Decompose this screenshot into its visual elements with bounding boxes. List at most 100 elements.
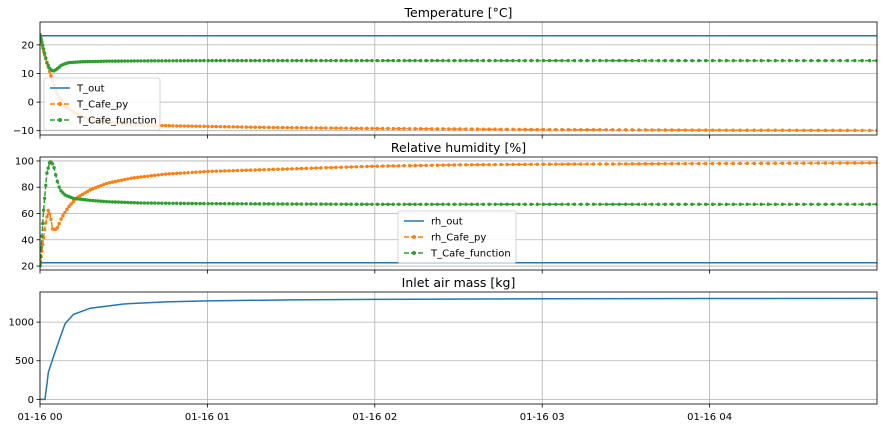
data-point: [511, 58, 515, 63]
data-point: [329, 126, 333, 130]
data-point: [102, 182, 106, 187]
data-point: [572, 127, 577, 132]
data-point: [365, 126, 369, 131]
data-point: [475, 202, 480, 207]
data-point: [517, 202, 521, 207]
data-point: [202, 58, 206, 63]
data-point: [724, 161, 729, 166]
data-point: [787, 161, 792, 165]
data-point: [182, 171, 187, 175]
data-point: [435, 58, 440, 63]
data-point: [875, 58, 877, 63]
data-point: [380, 58, 385, 63]
data-point: [475, 58, 480, 63]
data-point: [458, 127, 462, 131]
data-point: [738, 58, 742, 63]
data-point: [142, 201, 147, 205]
data-point: [44, 221, 48, 225]
data-point: [370, 126, 374, 131]
data-point: [52, 166, 56, 170]
data-point: [867, 202, 872, 207]
data-point: [794, 202, 799, 207]
data-point: [186, 124, 190, 128]
data-point: [823, 161, 828, 165]
data-point: [464, 163, 468, 167]
data-point: [656, 202, 661, 207]
data-point: [663, 58, 667, 63]
data-point: [816, 128, 820, 133]
data-point: [867, 58, 872, 63]
data-point: [248, 125, 253, 129]
data-point: [160, 201, 164, 205]
data-point: [198, 58, 202, 63]
data-point: [773, 202, 777, 207]
data-point: [407, 58, 412, 63]
data-point: [823, 202, 828, 207]
data-point: [299, 126, 304, 130]
data-point: [697, 128, 701, 132]
data-point: [418, 127, 423, 131]
data-point: [845, 128, 850, 133]
data-point: [107, 200, 112, 204]
data-point: [780, 128, 785, 132]
data-point: [780, 58, 785, 63]
data-point: [262, 58, 266, 63]
data-point: [441, 58, 445, 63]
data-point: [339, 58, 343, 63]
data-point: [222, 169, 227, 173]
data-point: [41, 43, 45, 47]
data-point: [198, 170, 202, 174]
data-point: [517, 162, 521, 167]
data-point: [214, 124, 219, 129]
data-point: [745, 161, 749, 166]
data-point: [210, 201, 214, 206]
data-point: [244, 168, 248, 172]
data-point: [324, 202, 328, 206]
data-point: [424, 163, 428, 168]
legend-label: T_Cafe_function: [430, 249, 511, 260]
data-point: [46, 63, 50, 67]
data-point: [227, 58, 231, 63]
series-markers-t-cafe-function: [40, 160, 877, 268]
data-point: [637, 128, 641, 132]
data-point: [231, 168, 235, 173]
data-point: [324, 58, 328, 63]
data-point: [598, 58, 602, 63]
data-point: [413, 163, 417, 168]
data-point: [493, 202, 497, 207]
legend-marker: [58, 102, 62, 106]
data-point: [171, 171, 175, 176]
legend-label: T_Cafe_function: [76, 116, 157, 127]
data-point: [344, 58, 348, 63]
data-point: [391, 164, 396, 168]
data-point: [637, 58, 641, 63]
data-point: [663, 128, 667, 132]
data-point: [572, 162, 577, 166]
data-point: [314, 58, 318, 63]
data-point: [42, 227, 47, 232]
legend: rh_out rh_Cafe_py T_Cafe_function: [397, 210, 517, 264]
data-point: [116, 179, 121, 183]
data-point: [731, 128, 735, 132]
data-point: [104, 199, 109, 204]
data-point: [738, 128, 742, 132]
series-line-series: [40, 297, 877, 401]
data-point: [113, 59, 118, 63]
data-point: [469, 202, 474, 207]
data-point: [683, 58, 688, 63]
data-point: [604, 162, 608, 166]
data-point: [704, 128, 708, 132]
data-point: [487, 202, 491, 207]
data-point: [202, 201, 206, 206]
legend-label: T_out: [76, 84, 105, 95]
data-point: [271, 167, 275, 172]
data-point: [752, 128, 756, 132]
data-point: [731, 202, 735, 207]
data-point: [91, 187, 95, 191]
data-point: [529, 58, 533, 63]
data-point: [773, 128, 777, 132]
data-point: [611, 202, 615, 207]
data-point: [244, 125, 248, 129]
data-point: [178, 201, 183, 206]
